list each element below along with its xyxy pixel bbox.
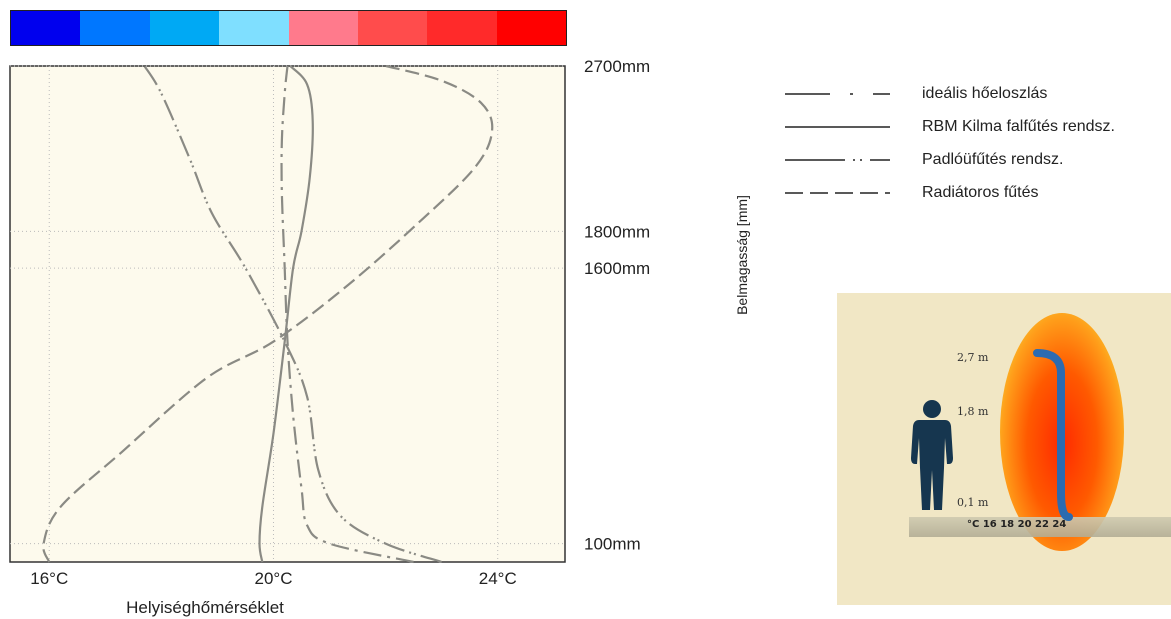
y-tick-label: 100mm <box>584 535 641 554</box>
series-line-2 <box>143 65 443 564</box>
y-tick-label: 1600mm <box>584 259 650 278</box>
legend-entry: Radiátoros fűtés <box>785 181 1165 205</box>
legend-swatch <box>785 126 890 128</box>
series-line-1 <box>258 65 314 563</box>
colorbar-segment-3 <box>219 11 289 45</box>
heating-illustration: 2,7 m 1,8 m 0,1 m °C 16 18 20 22 24 <box>837 293 1171 605</box>
legend-label: RBM Kilma falfűtés rendsz. <box>922 118 1115 135</box>
colorbar-segment-1 <box>80 11 150 45</box>
legend-swatch <box>785 192 890 194</box>
x-tick-label: 16°C <box>30 569 68 588</box>
x-tick-label: 20°C <box>254 569 292 588</box>
tick-labels: 16°C 20°C 24°C 2700mm 1800mm 1600mm 100mm <box>30 57 650 588</box>
colorbar-segment-5 <box>357 11 428 45</box>
wall-heating-curve <box>1033 349 1073 521</box>
legend-label: ideális hőeloszlás <box>922 85 1048 102</box>
x-tick-label: 24°C <box>479 569 517 588</box>
height-label-0-1m: 0,1 m <box>957 496 989 509</box>
temperature-colorbar <box>10 10 567 46</box>
y-axis-label: Belmagasság [mm] <box>734 195 750 315</box>
y-tick-label: 1800mm <box>584 222 650 241</box>
floor-bar <box>909 517 1171 537</box>
colorbar-segment-2 <box>149 11 220 45</box>
legend-swatch <box>785 93 890 95</box>
grid <box>10 65 565 562</box>
colorbar-segment-7 <box>496 11 566 45</box>
colorbar-segment-0 <box>11 11 81 45</box>
legend-label: Radiátoros fűtés <box>922 184 1039 201</box>
height-label-2-7m: 2,7 m <box>957 351 989 364</box>
y-tick-label: 2700mm <box>584 57 650 76</box>
colorbar-segment-6 <box>427 11 497 45</box>
legend-entry: RBM Kilma falfűtés rendsz. <box>785 115 1165 139</box>
legend-swatch <box>785 159 890 161</box>
temperature-scale: °C 16 18 20 22 24 <box>967 519 1067 530</box>
series-line-3 <box>42 64 494 563</box>
legend-label: Padlóüfűtés rendsz. <box>922 151 1064 168</box>
legend-entry: Padlóüfűtés rendsz. <box>785 148 1165 172</box>
series-line-0 <box>280 65 414 564</box>
legend-entry: ideális hőeloszlás <box>785 82 1165 106</box>
colorbar-segment-4 <box>288 11 358 45</box>
height-label-1-8m: 1,8 m <box>957 405 989 418</box>
x-axis-label: Helyiséghőmérséklet <box>126 598 284 617</box>
person-icon <box>911 400 953 510</box>
series-layer <box>42 64 494 564</box>
